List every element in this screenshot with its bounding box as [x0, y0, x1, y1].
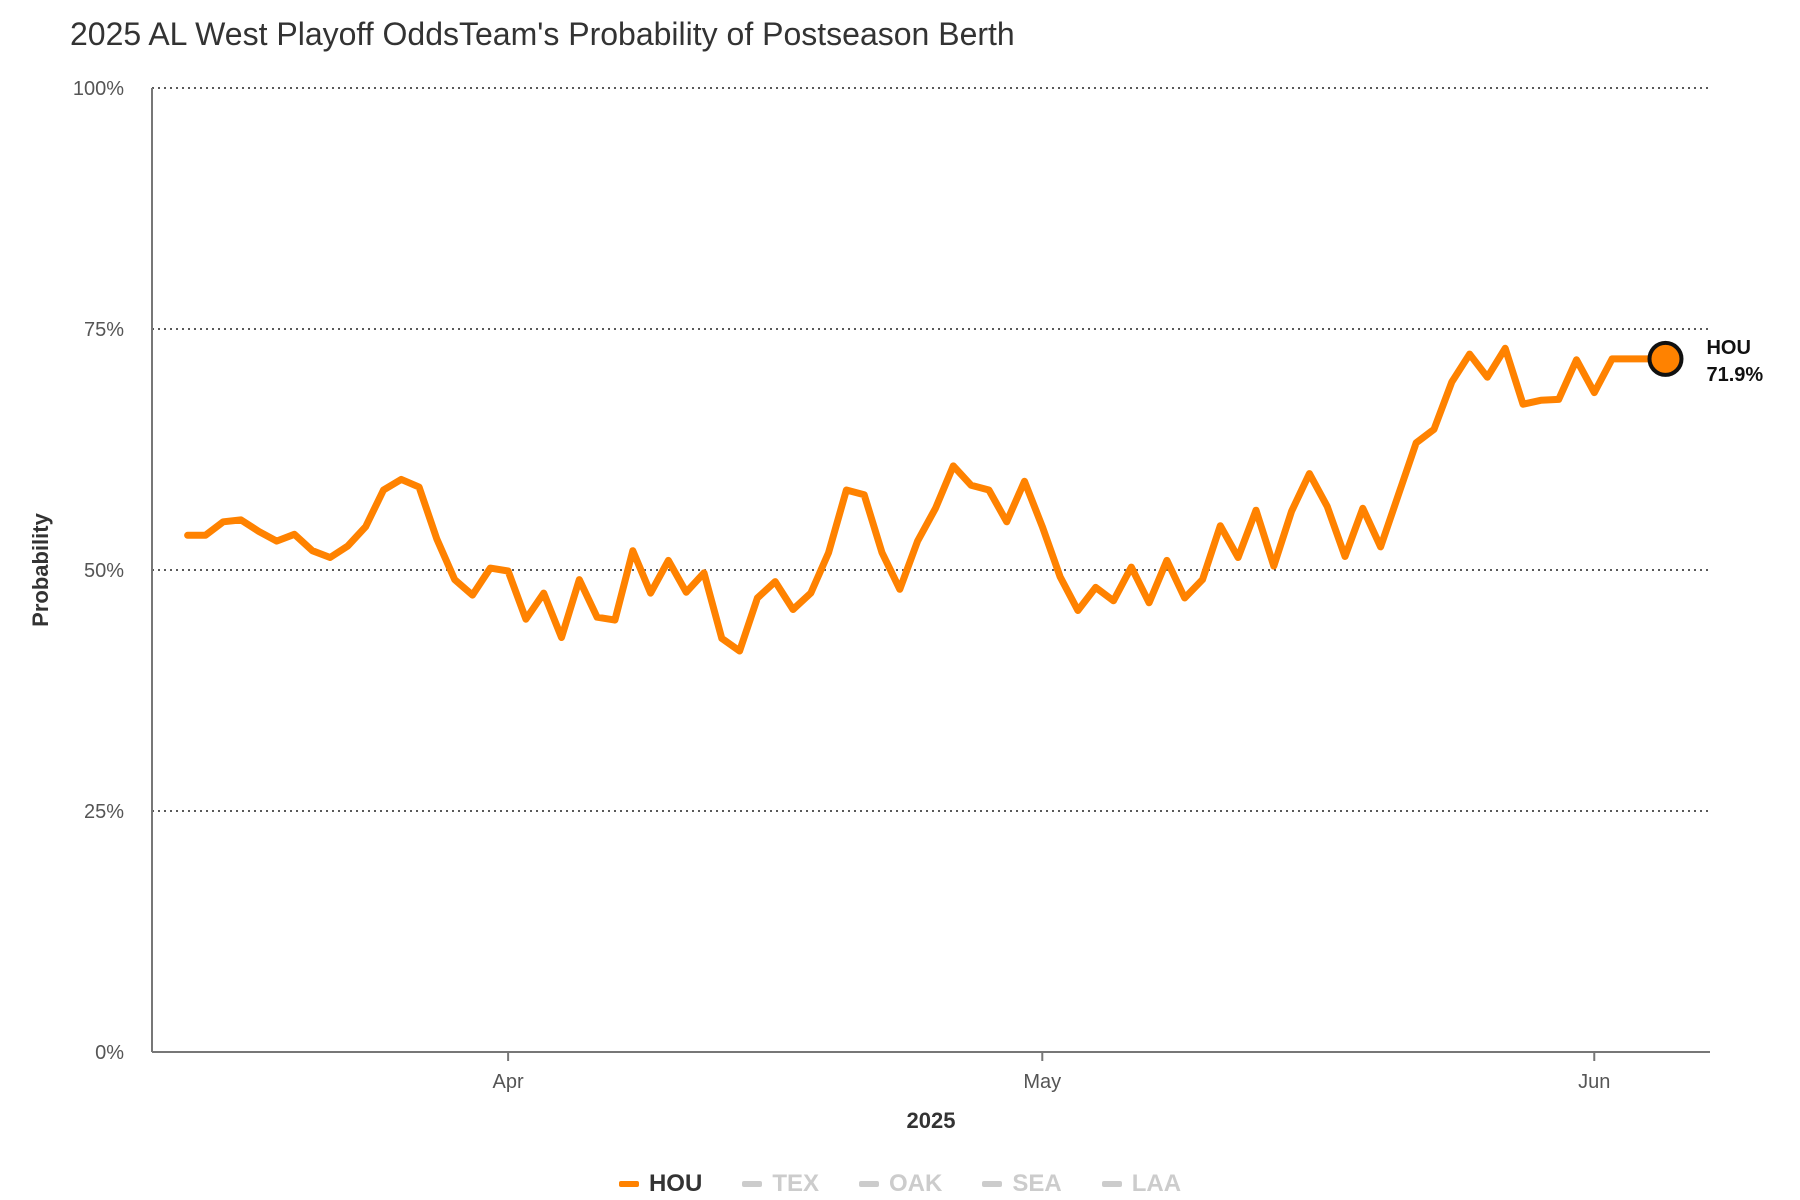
legend-item-laa[interactable]: LAA: [1101, 1170, 1182, 1198]
legend-item-sea[interactable]: SEA: [982, 1170, 1062, 1198]
x-tick-label: May: [1023, 1071, 1061, 1093]
series-layer: [184, 344, 1669, 655]
x-axis-title: 2025: [907, 1108, 956, 1133]
gridlines: [152, 87, 1710, 812]
legend-label: TEX: [772, 1170, 819, 1197]
legend: HOU TEX OAK SEA LAA: [0, 1170, 1800, 1198]
legend-label: HOU: [648, 1170, 703, 1197]
x-tick-label: Apr: [493, 1071, 524, 1093]
chart-title: 2025 AL West Playoff OddsTeam's Probabil…: [70, 16, 1015, 52]
legend-swatch: [982, 1181, 1003, 1187]
y-axis-title: Probability: [28, 512, 53, 626]
y-tick-label: 100%: [73, 78, 124, 100]
x-ticks: Apr May Jun: [493, 1052, 1610, 1093]
x-tick-label: Jun: [1578, 1071, 1610, 1093]
y-tick-label: 0%: [95, 1042, 124, 1064]
y-tick-label: 50%: [84, 560, 124, 582]
legend-item-hou[interactable]: HOU: [618, 1170, 703, 1198]
legend-swatch: [1101, 1181, 1122, 1187]
legend-swatch: [859, 1181, 879, 1187]
legend-swatch: [618, 1181, 639, 1187]
axes: [151, 88, 1710, 1053]
y-tick-label: 75%: [84, 319, 124, 341]
legend-swatch: [742, 1181, 763, 1187]
y-ticks: 0% 25% 50% 75% 100%: [73, 78, 124, 1064]
legend-item-tex[interactable]: TEX: [742, 1170, 819, 1198]
endpoint-layer: HOU 71.9%: [1647, 337, 1763, 386]
series-end-value: 71.9%: [1706, 364, 1763, 386]
series-line-hou[interactable]: [184, 344, 1669, 655]
legend-label: LAA: [1131, 1170, 1182, 1197]
y-tick-label: 25%: [84, 801, 124, 823]
legend-label: OAK: [889, 1170, 943, 1197]
series-endpoint-marker[interactable]: [1647, 340, 1684, 377]
legend-item-oak[interactable]: OAK: [859, 1170, 942, 1198]
legend-label: SEA: [1012, 1170, 1062, 1197]
line-chart: 0% 25% 50% 75% 100% Apr May Jun Probability 20…: [28, 78, 1763, 1133]
series-end-label: HOU: [1706, 337, 1750, 359]
